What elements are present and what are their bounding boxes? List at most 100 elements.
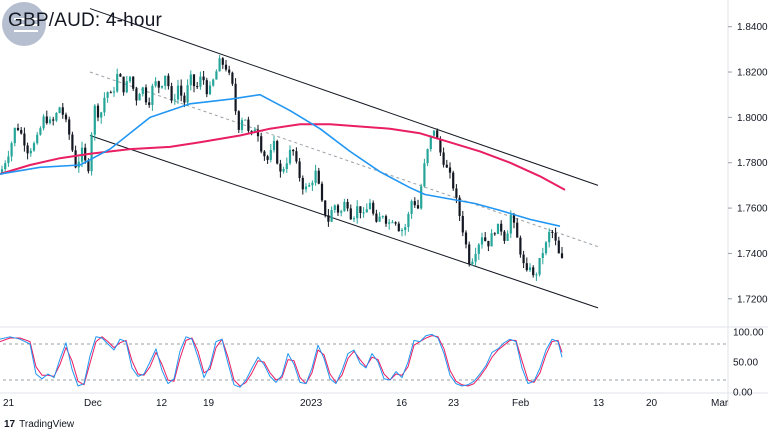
price-tick-label: 1.80000 [737, 113, 768, 124]
candle-body [20, 130, 23, 134]
candle-body [426, 149, 429, 164]
candle-body [356, 206, 359, 219]
candle-body [64, 114, 68, 120]
candle-body [480, 237, 484, 245]
candle-body [189, 74, 192, 86]
time-tick-label: Mar [711, 398, 729, 409]
time-tick-label: 19 [203, 398, 215, 409]
candle-body [362, 212, 365, 214]
candle-body [298, 161, 301, 178]
candle-body [413, 201, 416, 206]
candle-body [541, 253, 544, 259]
candle-body [349, 208, 352, 220]
candle-body [68, 119, 71, 135]
candle-body [311, 182, 314, 186]
candle-body [192, 74, 196, 87]
candle-body [141, 87, 144, 94]
candle-body [407, 213, 410, 228]
candle-body [391, 222, 394, 224]
candle-body [128, 76, 132, 82]
candle-body [544, 242, 548, 254]
candle-body [516, 222, 519, 238]
candle-body [487, 240, 490, 247]
candle-body [304, 186, 308, 190]
candle-body [135, 88, 138, 101]
candle-body [100, 112, 103, 118]
candle-body [228, 69, 231, 73]
candle-body [282, 169, 285, 172]
footer: 17 TradingView [4, 419, 74, 430]
candle-body [420, 186, 423, 209]
candle-body [448, 167, 452, 173]
candle-body [343, 201, 346, 212]
candle-body [468, 244, 471, 265]
candle-body [285, 163, 288, 170]
candle-body [272, 141, 276, 150]
candle-body [231, 72, 234, 84]
candle-body [458, 197, 461, 217]
candle-body [455, 188, 458, 198]
logo-badge [2, 2, 46, 46]
candle-body [519, 237, 522, 255]
candle-body [23, 133, 26, 146]
candle-body [58, 107, 61, 113]
candle-body [93, 105, 96, 135]
candle-body [557, 240, 560, 254]
candle-body [551, 231, 554, 233]
candle-body [199, 76, 202, 87]
candle-body [10, 143, 13, 157]
candle-body [295, 151, 298, 162]
candle-body [148, 102, 151, 105]
candle-body [292, 149, 295, 152]
candle-body [237, 111, 240, 130]
candle-body [218, 58, 221, 72]
candle-body [0, 169, 4, 175]
candle-body [42, 116, 45, 129]
osc-tick-label: 0.00 [733, 388, 753, 399]
candle-body [368, 202, 372, 210]
candle-body [116, 74, 119, 92]
candle-body [45, 116, 48, 124]
time-tick-label: 23 [448, 398, 460, 409]
candle-body [535, 274, 538, 276]
candle-body [125, 81, 128, 93]
candle-body [439, 139, 442, 153]
candle-body [52, 119, 55, 121]
candle-body [528, 267, 532, 271]
candle-body [109, 92, 112, 94]
chart-title-box: GBP/AUD: 4-hour [8, 8, 162, 34]
ma-slow-line [0, 123, 566, 191]
candle-body [234, 83, 237, 112]
candle-body [324, 200, 327, 216]
chart-title: GBP/AUD: 4-hour [8, 10, 162, 31]
candle-body [375, 213, 378, 222]
candle-body [186, 85, 189, 103]
candle-body [276, 141, 279, 164]
candle-body [404, 227, 407, 230]
price-tick-label: 1.76000 [737, 204, 768, 215]
candle-body [244, 119, 247, 121]
ma-fast-line [0, 93, 561, 227]
candles-group [0, 54, 564, 281]
candle-body [388, 222, 391, 224]
channel-lower-line [89, 135, 599, 309]
time-tick-label: 21 [3, 398, 15, 409]
price-tick-label: 1.84000 [737, 22, 768, 33]
candle-body [266, 156, 269, 160]
candle-body [423, 163, 426, 187]
candle-body [208, 85, 212, 95]
candle-body [394, 222, 397, 224]
candle-body [474, 253, 477, 262]
candle-body [560, 253, 564, 258]
candle-body [183, 95, 186, 103]
candle-body [7, 156, 10, 164]
channel-upper-line [89, 8, 599, 186]
candle-body [340, 211, 343, 213]
candle-body [548, 231, 551, 243]
candle-body [138, 93, 141, 101]
candle-body [384, 216, 388, 224]
candle-body [432, 130, 436, 136]
candle-body [471, 261, 474, 265]
osc-tick-label: 100.00 [733, 328, 764, 339]
candle-body [416, 205, 420, 209]
